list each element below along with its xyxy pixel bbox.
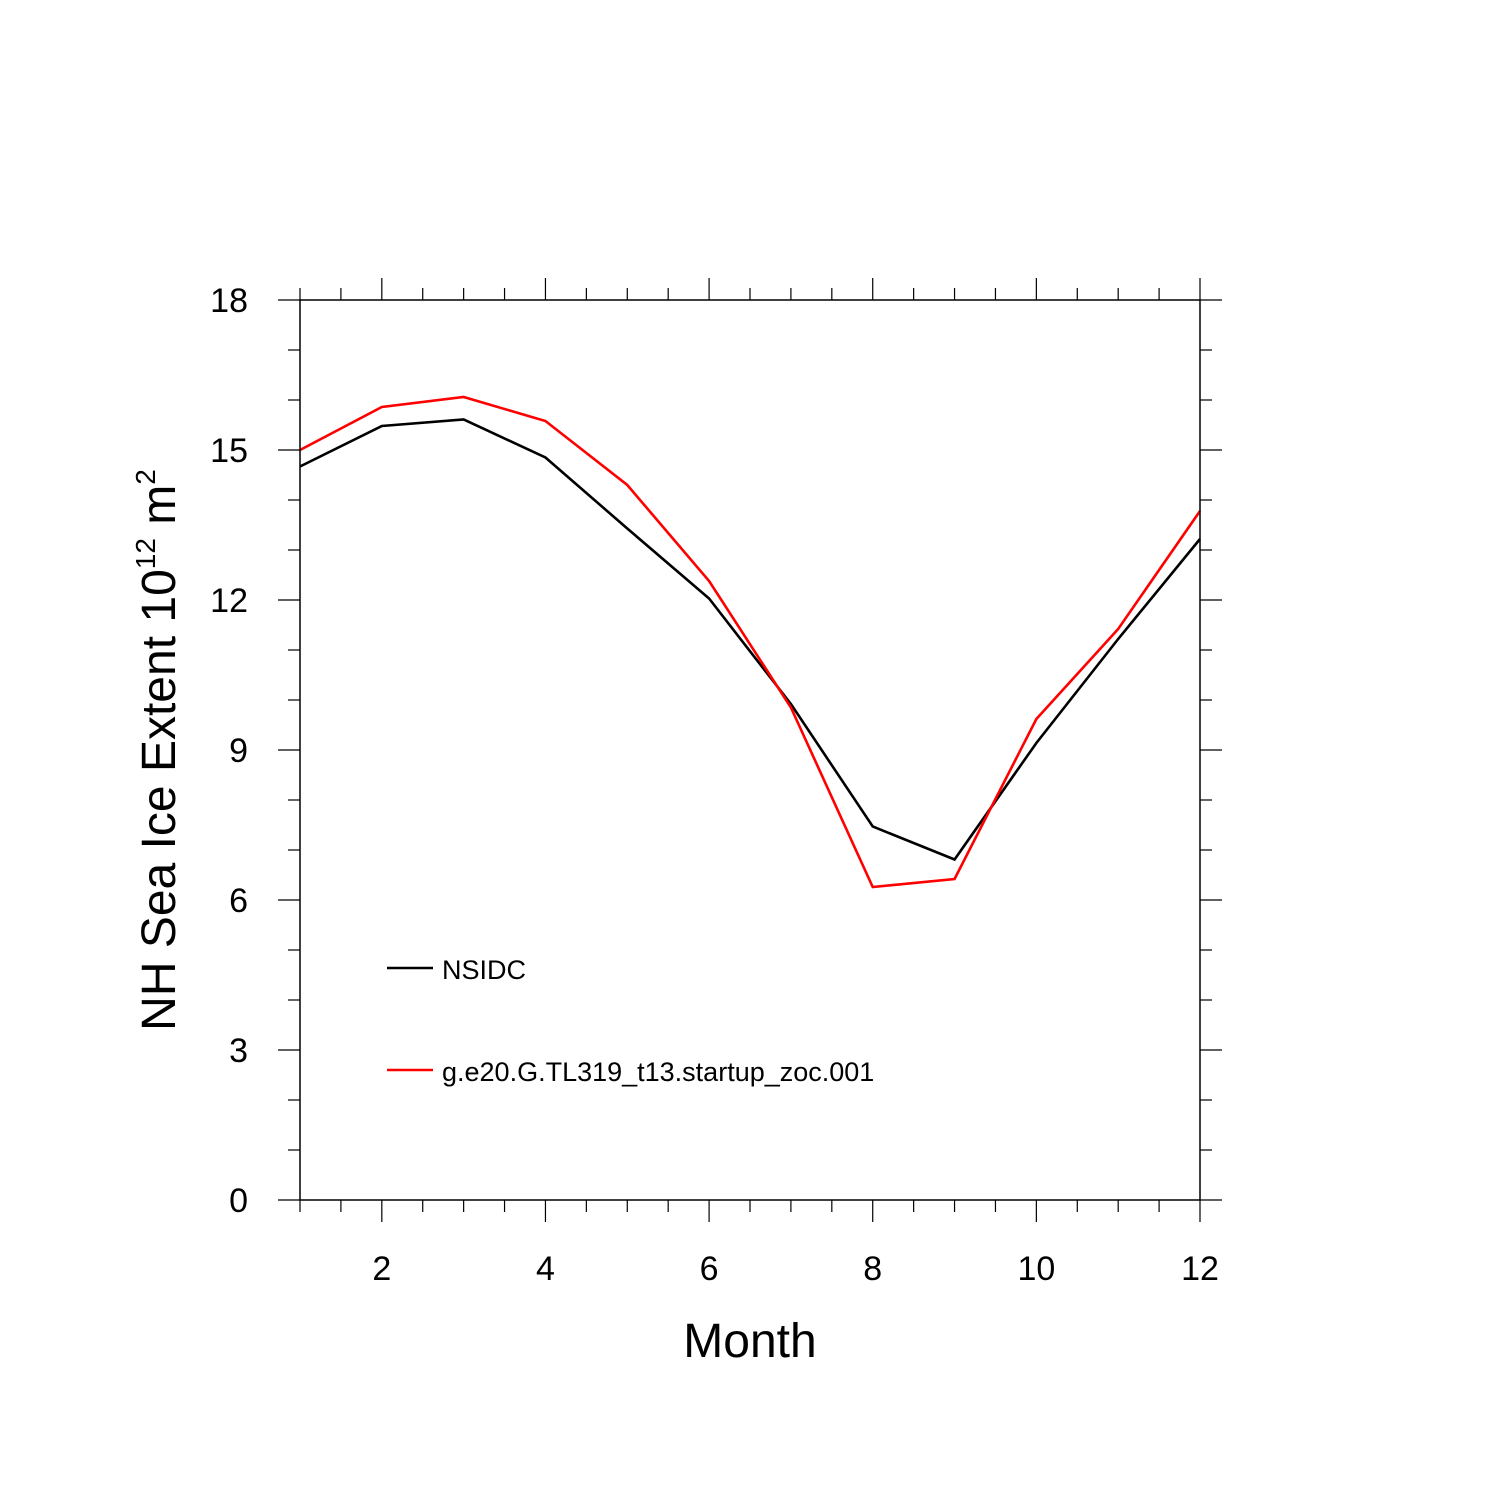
x-tick-label: 12 bbox=[1181, 1250, 1219, 1288]
y-tick-label: 15 bbox=[210, 432, 248, 470]
tick-labels: 2 4 6 8 10 12 0 3 6 9 12 15 18 bbox=[210, 282, 1219, 1288]
x-tick-label: 8 bbox=[863, 1250, 882, 1288]
y-tick-label: 3 bbox=[229, 1032, 248, 1070]
x-tick-label: 10 bbox=[1017, 1250, 1055, 1288]
y-axis-title-base: NH Sea Ice Extent 10 bbox=[133, 569, 186, 1031]
y-axis-title: NH Sea Ice Extent 1012 m2 bbox=[130, 469, 186, 1031]
y-tick-label: 6 bbox=[229, 882, 248, 920]
y-tick-label: 0 bbox=[229, 1182, 248, 1220]
axis-ticks bbox=[278, 278, 1222, 1222]
y-tick-label: 18 bbox=[210, 282, 248, 320]
x-axis-title: Month bbox=[683, 1315, 816, 1368]
y-tick-label: 12 bbox=[210, 582, 248, 620]
x-tick-label: 6 bbox=[700, 1250, 719, 1288]
plot-frame bbox=[299, 299, 1201, 1201]
y-axis-title-unit-exponent: 2 bbox=[130, 469, 161, 485]
series-lines bbox=[299, 395, 1202, 889]
y-axis-title-unit: m bbox=[133, 485, 186, 538]
legend-label-2: g.e20.G.TL319_t13.startup_zoc.001 bbox=[442, 1057, 874, 1087]
x-tick-label: 2 bbox=[372, 1250, 391, 1288]
series-line-2 bbox=[299, 395, 1202, 889]
y-axis-title-exponent: 12 bbox=[130, 538, 161, 569]
x-tick-label: 4 bbox=[536, 1250, 555, 1288]
legend: NSIDC g.e20.G.TL319_t13.startup_zoc.001 bbox=[387, 955, 874, 1087]
legend-label-1: NSIDC bbox=[442, 955, 526, 985]
y-tick-label: 9 bbox=[229, 732, 248, 770]
series-line-1 bbox=[299, 418, 1202, 862]
